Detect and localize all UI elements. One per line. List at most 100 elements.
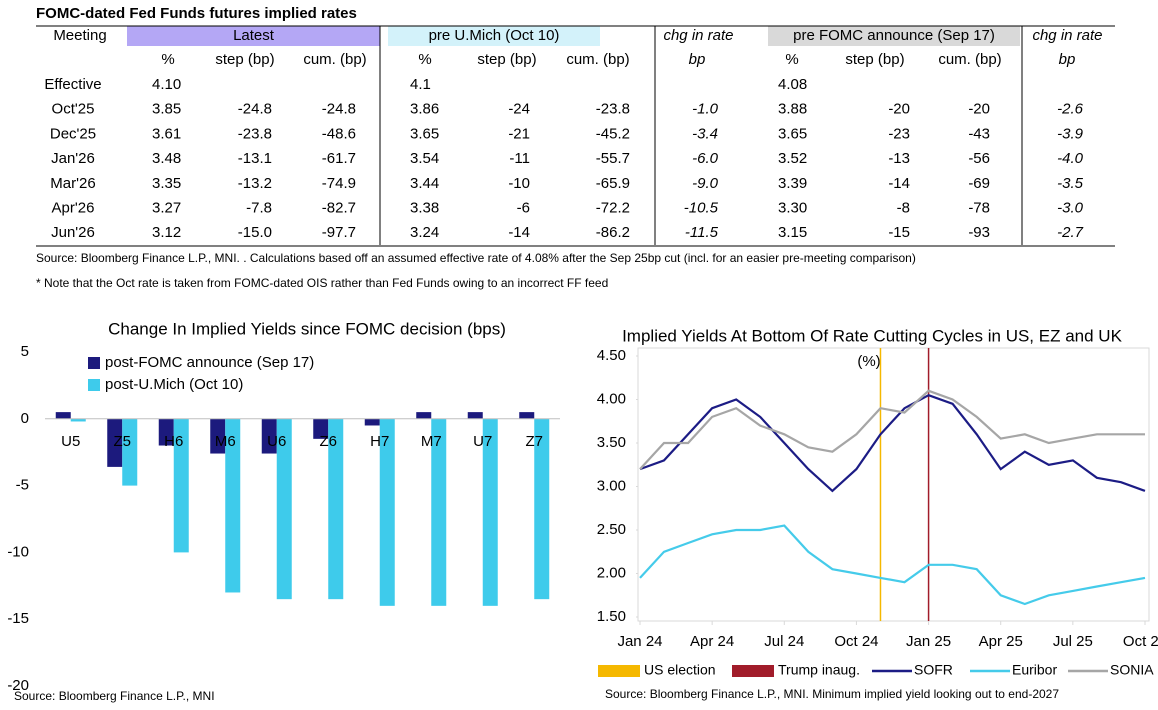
sub-header: bp <box>1059 51 1076 68</box>
row-label: Oct'25 <box>52 101 95 118</box>
table-cell: -61.7 <box>322 150 356 167</box>
y-tick-label: 5 <box>21 343 29 360</box>
group-header: Latest <box>233 27 275 44</box>
legend-swatch <box>88 357 100 369</box>
table-cell: -2.7 <box>1057 224 1084 241</box>
row-label: Dec'25 <box>50 125 96 142</box>
table-cell: 3.38 <box>410 199 439 216</box>
y-tick-label: 0 <box>21 410 29 427</box>
table-cell: -97.7 <box>322 224 356 241</box>
x-tick-label: Oct 24 <box>834 633 878 650</box>
table-cell: -13.2 <box>238 175 272 192</box>
table-cell: -11.5 <box>685 224 719 241</box>
table-cell: -23.8 <box>238 125 272 142</box>
legend-label: post-FOMC announce (Sep 17) <box>105 354 314 371</box>
y-tick-label: -10 <box>7 543 29 560</box>
table-cell: -4.0 <box>1057 150 1084 167</box>
table-cell: 3.39 <box>778 175 807 192</box>
y-tick-label: -20 <box>7 677 29 694</box>
bar <box>70 418 86 422</box>
x-tick-label: Z7 <box>525 433 543 450</box>
table-cell: -74.9 <box>322 175 356 192</box>
table-cell: 3.27 <box>152 199 181 216</box>
header-background <box>388 26 600 46</box>
x-tick-label: Jul 25 <box>1053 633 1093 650</box>
chart-source: Source: Bloomberg Finance L.P., MNI. Min… <box>605 687 1059 701</box>
bar <box>416 412 432 419</box>
table-cell: 3.65 <box>410 125 439 142</box>
table-title: FOMC-dated Fed Funds futures implied rat… <box>36 5 357 22</box>
table-cell: -24 <box>508 101 530 118</box>
row-label: Effective <box>44 76 101 93</box>
bar <box>482 418 498 606</box>
table-cell: 3.44 <box>410 175 439 192</box>
y-tick-label: 1.50 <box>597 608 626 625</box>
header-background <box>768 26 1020 46</box>
table-cell: -56 <box>968 150 990 167</box>
table-cell: -45.2 <box>596 125 630 142</box>
sub-header: bp <box>689 51 706 68</box>
table-cell: -3.5 <box>1057 175 1084 192</box>
bar <box>328 418 344 600</box>
table-cell: 4.1 <box>410 76 431 93</box>
table-cell: -8 <box>897 199 910 216</box>
bar <box>158 418 174 446</box>
legend-swatch <box>732 665 774 677</box>
y-tick-label: 2.00 <box>597 564 626 581</box>
bar <box>534 418 550 600</box>
table-note: * Note that the Oct rate is taken from F… <box>36 276 608 290</box>
table-source: Source: Bloomberg Finance L.P., MNI. . C… <box>36 251 916 265</box>
y-tick-label: 3.50 <box>597 434 626 451</box>
table-cell: -9.0 <box>692 175 719 192</box>
group-header: chg in rate <box>1032 27 1102 44</box>
table-cell: -65.9 <box>596 175 630 192</box>
y-axis-label: (%) <box>857 353 880 370</box>
table-cell: -24.8 <box>238 101 272 118</box>
chart-title: Change In Implied Yields since FOMC deci… <box>108 319 506 338</box>
legend-label: Trump inaug. <box>778 662 860 678</box>
bar <box>379 418 395 606</box>
legend-label: SOFR <box>914 662 953 678</box>
table-cell: -14 <box>888 175 910 192</box>
table-cell: -13.1 <box>238 150 272 167</box>
bar <box>313 418 329 439</box>
table-cell: 3.54 <box>410 150 439 167</box>
table-cell: -15.0 <box>238 224 272 241</box>
bar <box>122 418 138 486</box>
table-cell: -3.4 <box>692 125 718 142</box>
legend-swatch <box>598 665 640 677</box>
row-label: Jan'26 <box>51 150 95 167</box>
row-label: Mar'26 <box>50 175 95 192</box>
sub-header: step (bp) <box>477 51 536 68</box>
table-cell: -14 <box>508 224 530 241</box>
series-line <box>639 524 1146 606</box>
sub-header: step (bp) <box>845 51 904 68</box>
table-cell: -93 <box>968 224 990 241</box>
table-cell: -3.9 <box>1057 125 1084 142</box>
table-cell: -13 <box>888 150 910 167</box>
x-tick-label: M7 <box>421 433 442 450</box>
table-cell: 3.35 <box>152 175 181 192</box>
sub-header: step (bp) <box>215 51 274 68</box>
column-header: Meeting <box>53 27 106 44</box>
x-tick-label: U5 <box>61 433 80 450</box>
table-cell: -82.7 <box>322 199 356 216</box>
table-cell: -1.0 <box>692 101 719 118</box>
table-cell: -15 <box>888 224 910 241</box>
chart-source: Source: Bloomberg Finance L.P., MNI <box>14 689 215 703</box>
series-line <box>639 389 1145 470</box>
table-cell: -69 <box>968 175 990 192</box>
x-tick-label: Z5 <box>113 433 131 450</box>
y-tick-label: -15 <box>7 610 29 627</box>
table-cell: 3.24 <box>410 224 439 241</box>
table-cell: -10.5 <box>684 199 719 216</box>
table-cell: -72.2 <box>596 199 630 216</box>
bar <box>261 418 277 454</box>
group-header: pre FOMC announce (Sep 17) <box>793 27 995 44</box>
table-cell: -23 <box>888 125 910 142</box>
bar <box>467 412 483 419</box>
table-cell: 3.85 <box>152 101 181 118</box>
table-cell: -10 <box>508 175 530 192</box>
table-cell: -21 <box>508 125 530 142</box>
